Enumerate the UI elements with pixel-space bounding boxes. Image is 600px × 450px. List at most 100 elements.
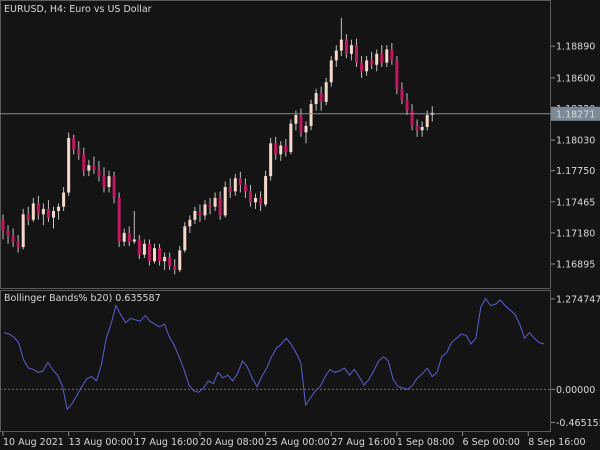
time-tick-label: 20 Aug 08:00 [200,437,264,448]
candle-body [349,45,353,54]
current-price-label: 1.18271 [556,109,595,120]
candle-body [147,243,151,262]
price-axis: 1.188901.186001.183201.180301.177501.174… [551,42,595,270]
candle-body [385,49,389,63]
candle-body [36,203,40,215]
candle-body [213,197,217,207]
candle-body [62,192,66,207]
candle-body [57,206,61,212]
indicator-tick-label: 0.00000 [556,385,595,396]
candle-body [238,178,242,185]
candle-body [259,197,263,205]
candle-body [6,230,10,237]
candle-body [168,256,172,266]
candle-body [360,62,364,72]
candle-body [279,145,283,155]
candle-body [223,187,227,216]
price-tick-label: 1.17750 [556,166,595,177]
candle-body [299,114,303,133]
candle-body [269,143,273,177]
candle-body [82,154,86,171]
candle-body [72,137,76,149]
candle-body [188,219,192,227]
candle-body [11,236,15,242]
candle-body [92,165,96,170]
candle-body [21,214,25,248]
time-tick-label: 10 Aug 2021 [3,437,64,448]
candle-body [198,211,202,216]
time-tick-label: 13 Aug 00:00 [69,437,133,448]
time-axis: 10 Aug 2021 13 Aug 00:00 17 Aug 16:00 20 Au… [2,432,586,448]
time-tick-label: 1 Sep 08:00 [397,437,454,448]
candle-body [304,125,308,133]
candle-body [375,53,379,65]
candle-body [319,93,323,102]
candle-body [254,197,257,203]
price-panel[interactable]: EURUSD, H4: Euro vs US Dollar [0,0,551,289]
candle-body [158,248,162,262]
candle-body [233,178,237,192]
candle-body [107,176,111,188]
candle-body [163,256,167,262]
candle-body [26,214,30,220]
candle-body [390,49,394,61]
candle-body [294,114,298,124]
candle-body [355,45,358,63]
candle-body [289,123,293,153]
candle-body [248,191,252,203]
price-tick-label: 1.18600 [556,73,595,84]
candle-body [112,176,116,198]
price-tick-label: 1.17465 [556,197,595,208]
candle-body [415,125,419,131]
time-tick-label: 17 Aug 16:00 [134,437,198,448]
time-tick-label: 6 Sep 00:00 [463,437,520,448]
price-tick-label: 1.16895 [556,259,595,270]
candle-body [329,60,333,83]
candle-body [173,265,177,270]
candle-body [405,99,409,111]
candle-body [344,39,348,54]
candle-body [117,197,121,242]
candle-body [97,169,101,177]
current-price-tag: 1.18271 [551,106,600,121]
candle-body [309,104,313,126]
candle-body [203,204,207,216]
candle-body [127,232,131,242]
candle-body [339,39,343,51]
candle-body [243,184,247,192]
candle-body [77,148,81,155]
candle-body [122,232,126,242]
indicator-tick-label: -0.465155 [556,418,600,429]
price-tick-label: 1.18030 [556,136,595,147]
time-tick-label: 27 Aug 16:00 [331,437,395,448]
candle-body [52,211,55,218]
candle-body [193,211,197,220]
candle-body [365,60,369,72]
candle-body [425,114,429,127]
bollinger-percent-b-line [3,297,545,411]
candle-body [274,143,278,155]
candle-body [410,110,414,126]
candle-body [102,176,106,188]
candles [1,17,434,275]
candle-body [153,248,156,262]
candle-body [1,219,5,231]
candle-body [228,187,232,192]
price-panel-title: EURUSD, H4: Euro vs US Dollar [4,4,152,15]
candle-body [420,126,424,131]
time-tick-label: 8 Sep 16:00 [528,437,585,448]
indicator-panel[interactable]: Bollinger Bands% b20) 0.635587 [0,290,551,432]
candle-body [264,176,268,205]
indicator-axis: 1.274747 0.00000 -0.465155 [551,294,600,429]
candle-body [46,208,50,218]
candle-body [334,50,338,61]
time-tick-label: 25 Aug 00:00 [266,437,330,448]
candle-body [41,208,45,215]
candle-body [324,82,328,102]
current-price-tag-bg [551,106,600,121]
candle-body [218,197,222,216]
indicator-tick-label: 1.274747 [556,294,600,305]
candle-body [16,241,20,248]
candle-body [208,204,212,207]
